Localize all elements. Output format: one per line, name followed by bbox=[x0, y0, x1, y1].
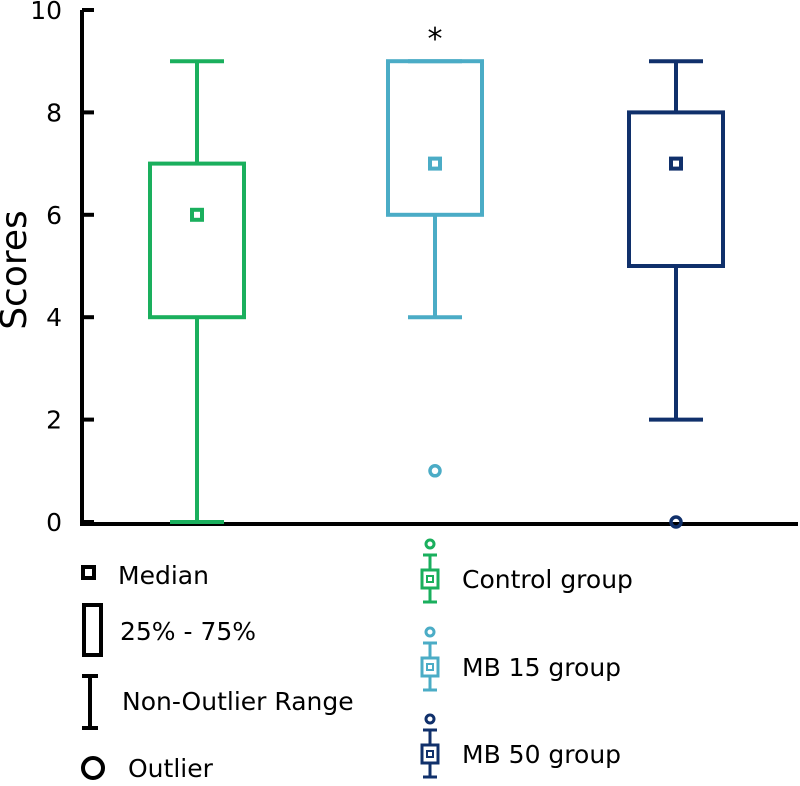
box-control-group bbox=[148, 59, 246, 524]
legend-key-box-label: 25% - 75% bbox=[120, 617, 256, 646]
plot-area: * bbox=[148, 22, 725, 529]
significance-annotation: * bbox=[428, 22, 443, 57]
legend-entry-label: MB 50 group bbox=[462, 740, 621, 769]
legend-outlier-glyph bbox=[424, 626, 436, 638]
median-marker bbox=[669, 156, 683, 171]
legend-key-whisker: Non-Outlier Range bbox=[82, 674, 354, 730]
legend-key-outlier-label: Outlier bbox=[128, 754, 214, 782]
outlier-point bbox=[669, 515, 683, 529]
legend-key-outlier: Outlier bbox=[81, 754, 214, 783]
iqr-box bbox=[386, 59, 484, 217]
y-tick-label: 2 bbox=[46, 406, 62, 435]
y-tick-label: 4 bbox=[46, 303, 62, 332]
legend-key-whisker-label: Non-Outlier Range bbox=[122, 687, 354, 716]
legend-box-glyph bbox=[420, 568, 440, 590]
box-mb-50-group bbox=[627, 59, 725, 529]
box-mb-15-group: * bbox=[386, 22, 484, 478]
outlier-point bbox=[428, 464, 442, 478]
legend-box-glyph bbox=[420, 656, 440, 678]
median-symbol bbox=[81, 565, 96, 580]
legend-entry-label: MB 15 group bbox=[462, 653, 621, 682]
legend-key-box: 25% - 75% bbox=[82, 603, 256, 657]
y-tick-label: 0 bbox=[46, 508, 62, 537]
legend-entry-mb-15-group: MB 15 group bbox=[420, 626, 621, 692]
legend-entry-mb-50-group: MB 50 group bbox=[420, 713, 621, 779]
median-marker bbox=[190, 207, 204, 222]
y-ticks: 0 2 4 6 8 10 bbox=[30, 0, 94, 537]
legend-key: Median 25% - 75% Non-Outlier Range Outli… bbox=[81, 561, 354, 783]
legend-key-median: Median bbox=[81, 561, 209, 590]
legend-median-glyph bbox=[426, 663, 434, 671]
iqr-box bbox=[627, 110, 725, 269]
box-symbol bbox=[82, 603, 103, 657]
y-tick-label: 8 bbox=[46, 98, 62, 127]
group-legend: Control group MB 15 group MB 50 group bbox=[420, 538, 633, 779]
legend-entry-label: Control group bbox=[462, 565, 633, 594]
y-tick-label: 10 bbox=[30, 0, 62, 25]
legend-entry-control-group: Control group bbox=[420, 538, 633, 604]
legend-box-glyph bbox=[420, 743, 440, 765]
median-marker bbox=[428, 156, 442, 171]
y-axis-label: Scores bbox=[0, 210, 35, 330]
legend-median-glyph bbox=[426, 750, 434, 758]
legend-outlier-glyph bbox=[424, 538, 436, 550]
y-tick-label: 6 bbox=[46, 201, 62, 230]
legend-key-median-label: Median bbox=[118, 561, 209, 590]
legend-outlier-glyph bbox=[424, 713, 436, 725]
outlier-symbol bbox=[81, 756, 105, 780]
iqr-box bbox=[148, 161, 246, 320]
legend-median-glyph bbox=[426, 575, 434, 583]
